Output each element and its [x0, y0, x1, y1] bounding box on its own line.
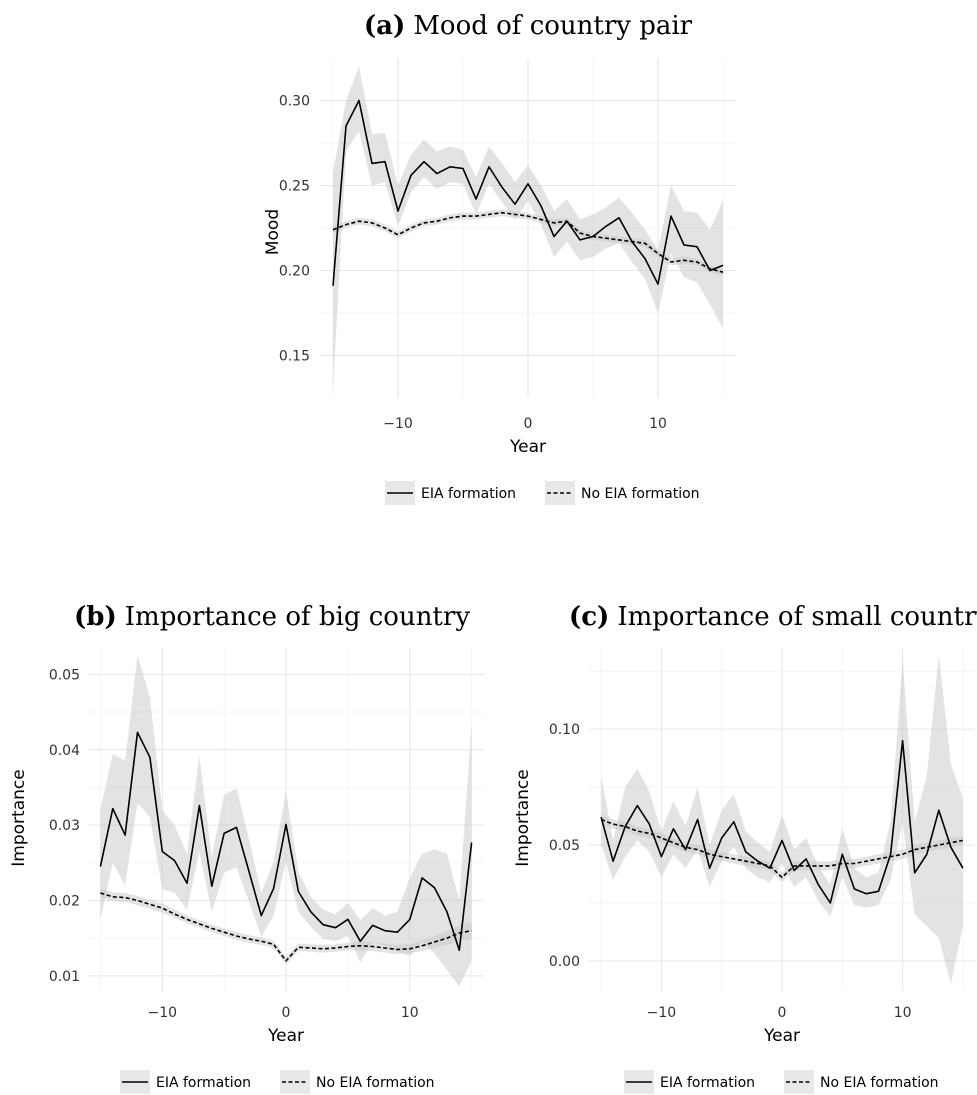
legend-entry-label: No EIA formation	[316, 1075, 435, 1091]
y-axis-label: Mood	[263, 209, 283, 255]
x-axis-label: Year	[509, 437, 546, 457]
legend-entry-label: EIA formation	[660, 1075, 755, 1091]
y-tick-label: 0.15	[279, 349, 310, 365]
chart-c: (c) Importance of small country 0.00 0.05 0.…	[513, 602, 977, 1094]
y-tick-label: 0.03	[49, 818, 80, 834]
series-line-eia	[332, 99, 724, 286]
y-tick-label: 0.01	[49, 969, 80, 985]
chart-a-title: (a) Mood of country pair	[364, 11, 693, 41]
y-tick-label: 0.30	[279, 94, 310, 110]
confidence-band-eia	[333, 66, 723, 390]
chart-title-prefix: (a)	[364, 11, 405, 41]
x-tick-label: 10	[649, 416, 667, 432]
x-tick-label: 0	[778, 1005, 787, 1021]
x-tick-label: −10	[383, 416, 413, 432]
legend-entry-label: EIA formation	[156, 1075, 251, 1091]
chart-c-title: (c) Importance of small country	[569, 602, 977, 632]
chart-title-text: Mood of country pair	[413, 11, 692, 41]
x-tick-label: −10	[647, 1005, 677, 1021]
x-axis-label: Year	[763, 1026, 800, 1046]
series-line-eia	[99, 731, 473, 952]
legend-entry-label: EIA formation	[421, 486, 516, 502]
chart-b-title: (b) Importance of big country	[74, 602, 470, 632]
confidence-band-eia	[100, 655, 472, 987]
y-axis-label: Importance	[513, 769, 533, 866]
y-tick-label: 0.04	[49, 743, 80, 759]
x-tick-label: 0	[282, 1005, 291, 1021]
x-tick-label: 10	[401, 1005, 419, 1021]
x-tick-label: 10	[894, 1005, 912, 1021]
series-line-no-eia	[332, 211, 724, 273]
x-axis-label: Year	[267, 1026, 304, 1046]
confidence-band-no-eia	[100, 888, 472, 965]
chart-title-prefix: (c)	[569, 602, 609, 632]
chart-title-prefix: (b)	[74, 602, 117, 632]
chart-title-text: Importance of big country	[125, 602, 471, 632]
chart-title-text: Importance of small country	[617, 602, 977, 632]
series-line-no-eia	[100, 892, 472, 962]
chart-b: (b) Importance of big country 0.01 0.02 0.03…	[9, 602, 484, 1094]
y-tick-label: 0.20	[279, 264, 310, 280]
legend: EIA formation No EIA formation	[624, 1070, 939, 1094]
legend-entry-label: No EIA formation	[820, 1075, 939, 1091]
legend: EIA formation No EIA formation	[120, 1070, 435, 1094]
confidence-band-no-eia	[333, 209, 723, 276]
legend: EIA formation No EIA formation	[385, 481, 700, 505]
series-line-no-eia	[600, 818, 964, 879]
y-tick-label: 0.05	[549, 838, 580, 854]
x-tick-label: −10	[147, 1005, 177, 1021]
y-tick-label: 0.00	[549, 954, 580, 970]
y-tick-label: 0.10	[549, 722, 580, 738]
y-axis-label: Importance	[9, 769, 29, 866]
chart-a: (a) Mood of country pair 0.15 0.20 0.25 0.30 −…	[263, 11, 736, 505]
y-tick-label: 0.05	[49, 667, 80, 683]
confidence-band-eia	[601, 655, 963, 984]
y-tick-label: 0.25	[279, 179, 310, 195]
x-tick-label: 0	[524, 416, 533, 432]
series-line-eia	[600, 739, 964, 904]
legend-entry-label: No EIA formation	[581, 486, 700, 502]
y-tick-label: 0.02	[49, 894, 80, 910]
